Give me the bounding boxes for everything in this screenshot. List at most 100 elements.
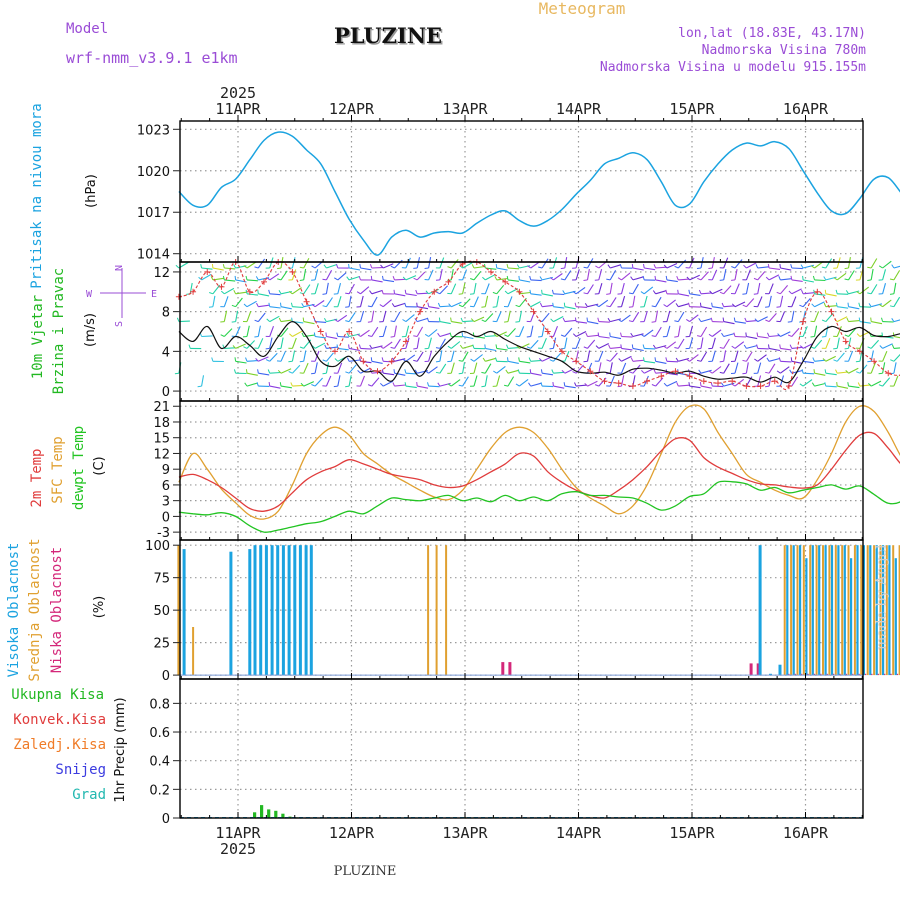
cloud-bar-high xyxy=(805,558,808,676)
wind-barb xyxy=(303,362,309,374)
wind-barb xyxy=(417,385,429,389)
wind-barb xyxy=(417,292,429,295)
precip-bar xyxy=(260,805,264,818)
wind-barb xyxy=(416,351,424,362)
wind-barb xyxy=(450,341,461,349)
wind-barb-feather xyxy=(413,335,418,337)
wind-barb-feather xyxy=(867,292,872,295)
wind-barb xyxy=(541,337,547,349)
wind-barb xyxy=(689,372,701,375)
cloud-bar-mid xyxy=(435,545,438,676)
wind-barb xyxy=(394,372,406,376)
wind-barb xyxy=(723,338,730,349)
wind-barb-feather xyxy=(265,347,270,350)
wind-barb-feather xyxy=(254,266,259,269)
year-label-top: 2025 xyxy=(220,84,256,102)
wind-barb xyxy=(825,337,831,349)
cloud-bar-mid xyxy=(796,545,799,676)
wind-barb-feather xyxy=(620,332,622,337)
wind-barb-feather xyxy=(654,357,657,362)
wind-barb xyxy=(246,382,258,387)
wind-barb xyxy=(677,325,681,337)
wind-barb-feather xyxy=(277,369,282,374)
wind-barb xyxy=(462,298,471,308)
wind-barb-feather xyxy=(458,304,463,308)
cloud-bar-low xyxy=(801,673,803,676)
wind-barb xyxy=(371,266,383,269)
wind-barb xyxy=(541,325,545,337)
wind-barb-feather xyxy=(178,333,179,337)
wind-barb xyxy=(359,310,365,322)
wind-barb xyxy=(337,296,342,307)
wind-barb-feather xyxy=(426,317,430,322)
wind-barb-feather xyxy=(233,289,237,295)
wind-barb xyxy=(439,305,451,308)
wind-barb xyxy=(711,350,716,362)
cloud-bar-high xyxy=(882,545,885,676)
wind-barb-feather xyxy=(390,346,395,349)
wind-barb-feather xyxy=(765,371,770,374)
cloud-bar-low xyxy=(890,673,892,676)
wind-barb-feather xyxy=(563,382,566,387)
cloud-high-ylabel: Visoka Oblacnost xyxy=(6,543,22,678)
wind-barb xyxy=(360,367,371,374)
wind-barb-feather xyxy=(663,264,668,269)
wind-barb-feather xyxy=(222,275,225,281)
wind-barb-feather xyxy=(413,347,418,350)
wind-barb xyxy=(802,298,811,308)
wind-barb-feather xyxy=(416,302,418,307)
wind-barb-feather xyxy=(790,275,793,280)
y-tick-label: 4 xyxy=(162,345,170,360)
wind-barb xyxy=(847,337,852,349)
wind-barb xyxy=(269,337,273,349)
wind-barb xyxy=(212,295,216,307)
wind-barb xyxy=(643,329,654,337)
wind-barb-feather xyxy=(710,317,713,322)
wind-barb xyxy=(700,337,704,349)
wind-barb-feather xyxy=(334,318,339,323)
wind-barb xyxy=(780,278,792,281)
wind-barb xyxy=(405,337,410,349)
wind-barb xyxy=(360,329,370,337)
wind-barb xyxy=(791,279,803,282)
day-label-top: 15APR xyxy=(669,100,715,118)
wind-barb xyxy=(745,298,755,308)
wind-barb xyxy=(586,268,590,280)
cloud-bar-mid xyxy=(445,545,448,676)
wind-unit: (m/s) xyxy=(83,313,98,347)
wind-barb-feather xyxy=(733,317,736,322)
y-tick-label: 1017 xyxy=(137,206,170,221)
wind-barb xyxy=(689,337,694,349)
wind-barb-feather xyxy=(234,275,237,280)
wind-barb xyxy=(791,267,803,270)
wind-barb-feather xyxy=(527,265,532,269)
wind-barb-feather xyxy=(390,320,395,323)
wind-barb xyxy=(257,325,261,337)
wind-barb-feather xyxy=(674,320,679,323)
wind-barb-feather xyxy=(302,317,305,322)
wind-barb xyxy=(258,293,270,297)
wind-barb-feather xyxy=(551,369,554,374)
sfc-ylabel: SFC Temp xyxy=(50,436,66,503)
wind-ylabel: 10m Vjetar xyxy=(30,295,46,379)
wind-barb xyxy=(678,384,690,387)
wind-barb xyxy=(405,275,417,281)
wind-barb xyxy=(768,375,772,387)
wind-barb-feather xyxy=(856,371,861,374)
wind-barb-feather xyxy=(279,382,282,387)
wind-barb xyxy=(348,375,352,387)
wind-barb xyxy=(224,287,235,295)
wind-barb-feather xyxy=(174,372,179,375)
wind-barb-feather xyxy=(675,303,679,307)
wind-barb-feather xyxy=(606,305,611,308)
wind-barb-feather xyxy=(835,369,838,374)
wind-barb-feather xyxy=(867,266,872,269)
wind-barb xyxy=(620,362,627,374)
wind-barb-feather xyxy=(493,370,497,374)
wind-barb-feather xyxy=(425,290,429,295)
wind-barb-feather xyxy=(518,275,520,280)
wind-barb-feather xyxy=(642,344,645,349)
wind-barb xyxy=(473,296,479,307)
wind-barb xyxy=(757,266,769,269)
wind-barb-feather xyxy=(674,336,679,338)
